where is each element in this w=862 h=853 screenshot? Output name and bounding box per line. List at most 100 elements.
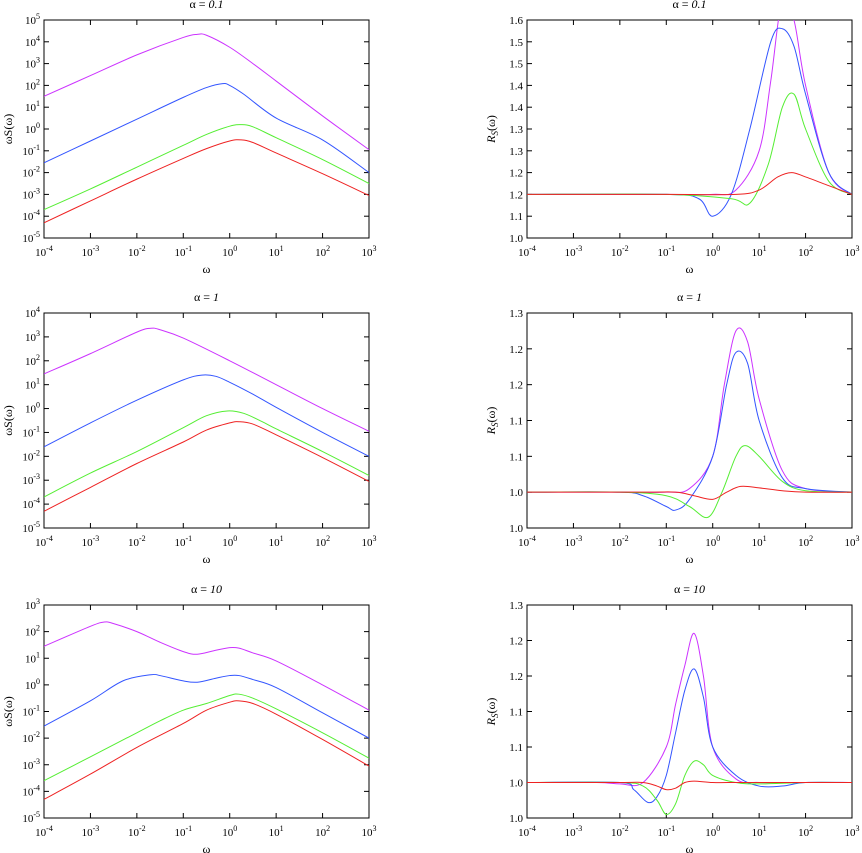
- x-tick-label: 10-2: [611, 824, 629, 839]
- series-line-magenta: [44, 621, 369, 711]
- y-tick-label: 100: [25, 121, 40, 136]
- x-tick-label: 10-1: [174, 244, 192, 259]
- x-axis-label: ω: [203, 842, 211, 853]
- x-tick-label: 10-4: [518, 824, 536, 839]
- plot-title: α = 10: [191, 582, 222, 596]
- plot-frame: [526, 312, 853, 529]
- plot-title-prefix: α =: [677, 290, 696, 304]
- plot-frame: [526, 604, 853, 819]
- x-tick-label: 10-4: [35, 824, 53, 839]
- series-line-magenta: [44, 33, 369, 151]
- y-tick-label: 1.0: [509, 233, 523, 245]
- x-tick-label: 100: [222, 534, 237, 549]
- x-tick-label: 102: [798, 534, 813, 549]
- x-tick-label: 100: [705, 824, 720, 839]
- y-tick-label: 102: [25, 353, 40, 368]
- plot-frame: [43, 19, 370, 239]
- series-line-magenta: [527, 327, 852, 493]
- x-tick-label: 10-4: [518, 244, 536, 259]
- series-line-red: [527, 172, 852, 196]
- plot-title-alpha: 10: [693, 582, 705, 596]
- y-tick-label: 1.0: [509, 487, 523, 499]
- series-line-blue: [44, 673, 369, 739]
- y-tick-label: 10-2: [22, 730, 40, 745]
- y-tick-label: 104: [25, 305, 40, 320]
- x-axis-label: ω: [686, 552, 694, 566]
- x-tick-label: 10-1: [174, 824, 192, 839]
- series-line-green: [44, 693, 369, 782]
- y-tick-label: 100: [25, 677, 40, 692]
- series-line-red: [44, 139, 369, 224]
- chart-panel-right-middle: α = 1 10-4 10-3 10-2 10-1 100 101 102 103 1.0 1.0 1…: [484, 290, 860, 566]
- y-tick-label: 1.5: [509, 59, 523, 71]
- x-tick-label: 101: [269, 534, 284, 549]
- x-tick-label: 10-4: [35, 244, 53, 259]
- y-tick-label: 1.2: [509, 189, 523, 201]
- x-tick-label: 10-3: [82, 244, 100, 259]
- x-tick-label: 10-4: [518, 534, 536, 549]
- y-tick-label: 102: [25, 77, 40, 92]
- x-tick-label: 102: [798, 244, 813, 259]
- series-line-green: [527, 760, 852, 815]
- series-line-red: [44, 700, 369, 800]
- x-tick-label: 10-2: [128, 824, 146, 839]
- y-tick-label: 10-3: [22, 186, 40, 201]
- chart-panel-left-middle: α = 110-4 10-3 10-2 10-1 100 101 102 10310-510-…: [1, 290, 377, 566]
- series-line-green: [527, 92, 852, 206]
- chart-panel-right-top: α = 0.1 10-4 10-3 10-2 10-1 100 101 102 103 1.0 1.…: [484, 0, 860, 276]
- chart-panel-right-bottom: α = 10 10-4 10-3 10-2 10-1 100 101 102 103 1.0 1.0…: [484, 582, 860, 853]
- series-line-red: [44, 421, 369, 512]
- x-axis-label: ω: [686, 262, 694, 276]
- series-line-blue: [44, 374, 369, 457]
- x-axis-label: ω: [203, 262, 211, 276]
- y-tick-label: 1.4: [509, 102, 523, 114]
- plot-title: α = 10: [674, 582, 705, 596]
- x-tick-label: 10-3: [565, 534, 583, 549]
- x-tick-label: 10-2: [611, 534, 629, 549]
- x-tick-label: 100: [222, 824, 237, 839]
- y-tick-label: 1.0: [509, 523, 523, 535]
- y-tick-label: 1.3: [509, 146, 523, 158]
- plot-frame: [526, 19, 853, 239]
- y-tick-label: 10-3: [22, 757, 40, 772]
- series-line-magenta: [44, 327, 369, 432]
- x-axis-label: ω: [686, 842, 694, 853]
- y-tick-label: 1.1: [509, 416, 523, 428]
- plot-title-alpha: 0.1: [209, 0, 224, 11]
- y-axis-label: ωS(ω): [1, 405, 15, 435]
- x-tick-label: 102: [798, 824, 813, 839]
- x-tick-label: 102: [315, 244, 330, 259]
- plot-title-alpha: 0.1: [692, 0, 707, 11]
- y-tick-label: 1.3: [509, 124, 523, 136]
- x-tick-label: 10-1: [657, 534, 675, 549]
- x-tick-label: 10-2: [611, 244, 629, 259]
- series-line-red: [527, 485, 852, 500]
- x-tick-label: 102: [315, 534, 330, 549]
- x-tick-label: 10-1: [657, 244, 675, 259]
- y-axis-label: RS(ω): [484, 115, 500, 144]
- y-tick-label: 101: [25, 650, 40, 665]
- plot-title-alpha: 1: [213, 290, 219, 304]
- y-tick-label: 1.1: [509, 742, 523, 754]
- x-tick-label: 10-3: [82, 534, 100, 549]
- plot-title: α = 1: [194, 290, 219, 304]
- plot-title-prefix: α =: [189, 0, 208, 11]
- x-tick-label: 10-2: [128, 244, 146, 259]
- plot-frame: [43, 312, 370, 529]
- y-tick-label: 10-2: [22, 165, 40, 180]
- x-tick-label: 101: [752, 824, 767, 839]
- y-tick-label: 10-5: [22, 810, 40, 825]
- x-tick-label: 10-1: [657, 824, 675, 839]
- y-tick-label: 1.3: [509, 308, 523, 320]
- x-tick-label: 103: [362, 244, 377, 259]
- y-tick-label: 10-2: [22, 448, 40, 463]
- y-tick-label: 10-5: [22, 230, 40, 245]
- y-tick-label: 10-5: [22, 520, 40, 535]
- x-tick-label: 10-3: [82, 824, 100, 839]
- plot-title: α = 0.1: [189, 0, 223, 11]
- x-tick-label: 101: [752, 244, 767, 259]
- y-tick-label: 10-1: [22, 704, 40, 719]
- y-tick-label: 1.5: [509, 37, 523, 49]
